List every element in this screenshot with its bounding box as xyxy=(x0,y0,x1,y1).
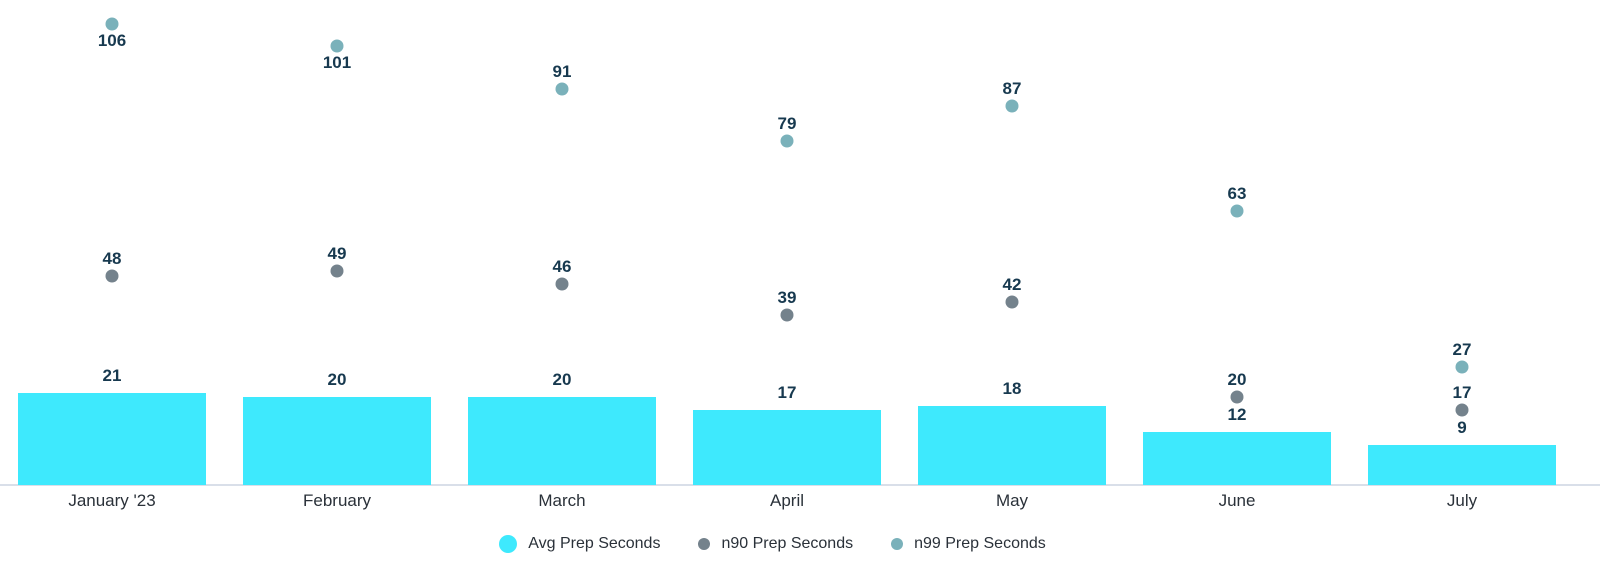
bar-avg-prep-seconds[interactable] xyxy=(918,405,1106,485)
value-label-n90: 20 xyxy=(1227,370,1247,390)
legend: Avg Prep Seconds n90 Prep Seconds n99 Pr… xyxy=(0,531,1545,557)
x-axis-label: April xyxy=(769,491,805,510)
bar-avg-prep-seconds[interactable] xyxy=(1143,431,1331,485)
value-label-avg: 21 xyxy=(102,365,122,385)
value-label-n90: 49 xyxy=(327,244,347,264)
legend-item-avg-prep-seconds[interactable]: Avg Prep Seconds xyxy=(499,535,660,553)
dot-n90[interactable] xyxy=(780,308,794,322)
dot-n99[interactable] xyxy=(105,17,119,31)
value-label-avg: 12 xyxy=(1227,404,1247,424)
n99-prep-seconds-marker-icon xyxy=(891,538,904,550)
value-label-n90: 46 xyxy=(552,257,572,277)
value-label-n99: 106 xyxy=(97,30,127,50)
value-label-avg: 20 xyxy=(327,370,347,390)
dot-n90[interactable] xyxy=(555,277,569,291)
dot-n90[interactable] xyxy=(1455,403,1469,417)
dot-n99[interactable] xyxy=(1230,204,1244,218)
value-label-n90: 17 xyxy=(1452,383,1472,403)
dot-n99[interactable] xyxy=(1005,99,1019,113)
value-label-n90: 42 xyxy=(1002,274,1022,294)
value-label-avg: 9 xyxy=(1457,417,1467,437)
x-axis-label: February xyxy=(302,491,372,510)
bar-avg-prep-seconds[interactable] xyxy=(1368,444,1556,485)
value-label-avg: 20 xyxy=(552,370,572,390)
legend-label: Avg Prep Seconds xyxy=(528,535,661,552)
x-axis-label: March xyxy=(538,491,586,510)
x-axis-label: July xyxy=(1446,491,1478,510)
value-label-n90: 48 xyxy=(102,248,122,268)
legend-label: n99 Prep Seconds xyxy=(914,535,1046,552)
bar-avg-prep-seconds[interactable] xyxy=(18,392,206,485)
legend-item-n90-prep-seconds[interactable]: n90 Prep Seconds xyxy=(698,535,853,553)
x-axis-line xyxy=(0,484,1600,486)
legend-item-n99-prep-seconds[interactable]: n99 Prep Seconds xyxy=(891,535,1046,553)
bar-avg-prep-seconds[interactable] xyxy=(693,410,881,485)
legend-label: n90 Prep Seconds xyxy=(721,535,854,552)
dot-n99[interactable] xyxy=(555,82,569,96)
value-label-n99: 27 xyxy=(1452,339,1472,359)
dot-n99[interactable] xyxy=(1455,360,1469,374)
avg-prep-seconds-marker-icon xyxy=(499,535,518,553)
dot-n99[interactable] xyxy=(330,39,344,53)
bar-avg-prep-seconds[interactable] xyxy=(468,397,656,485)
dot-n99[interactable] xyxy=(780,134,794,148)
dot-n90[interactable] xyxy=(1005,295,1019,309)
n90-prep-seconds-marker-icon xyxy=(698,538,711,550)
value-label-n99: 101 xyxy=(322,52,352,72)
dot-n90[interactable] xyxy=(330,264,344,278)
value-label-avg: 17 xyxy=(777,383,797,403)
value-label-n99: 87 xyxy=(1002,79,1022,99)
value-label-n99: 91 xyxy=(552,62,572,82)
value-label-n99: 63 xyxy=(1227,183,1247,203)
dot-n90[interactable] xyxy=(105,269,119,283)
x-axis-label: January '23 xyxy=(68,491,156,510)
value-label-n99: 79 xyxy=(777,114,797,134)
x-axis-label: June xyxy=(1218,491,1256,510)
dot-n90[interactable] xyxy=(1230,390,1244,404)
x-axis-label: May xyxy=(995,491,1029,510)
bar-avg-prep-seconds[interactable] xyxy=(243,397,431,485)
value-label-n90: 39 xyxy=(777,287,797,307)
value-label-avg: 18 xyxy=(1002,378,1022,398)
